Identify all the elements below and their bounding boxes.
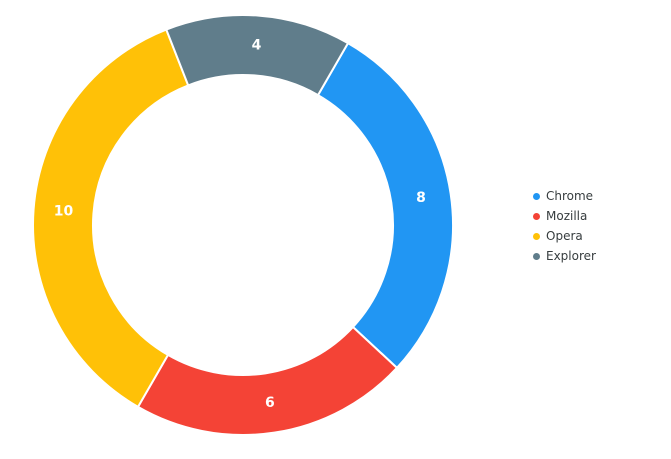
legend-item-chrome[interactable]: Chrome — [533, 186, 596, 206]
legend-label-mozilla: Mozilla — [546, 209, 588, 223]
data-label-chrome: 8 — [416, 190, 426, 206]
data-label-explorer: 4 — [252, 38, 262, 54]
legend-item-mozilla[interactable]: Mozilla — [533, 206, 596, 226]
donut-slice-mozilla[interactable] — [136, 325, 399, 436]
donut-slice-opera[interactable] — [32, 28, 190, 409]
donut-slice-chrome[interactable] — [316, 41, 454, 370]
donut-slice-explorer[interactable] — [164, 14, 350, 97]
legend-marker-mozilla — [533, 212, 540, 220]
legend-label-explorer: Explorer — [546, 249, 596, 263]
donut-chart: 8 6 10 4 — [32, 14, 454, 436]
legend-label-opera: Opera — [546, 229, 583, 243]
data-label-mozilla: 6 — [265, 395, 275, 411]
legend-marker-explorer — [533, 252, 540, 260]
legend-item-explorer[interactable]: Explorer — [533, 246, 596, 266]
legend-label-chrome: Chrome — [546, 189, 594, 203]
chart-legend: Chrome Mozilla Opera Explorer — [533, 186, 596, 266]
legend-item-opera[interactable]: Opera — [533, 226, 596, 246]
data-label-opera: 10 — [54, 204, 74, 220]
legend-marker-chrome — [533, 192, 540, 200]
legend-marker-opera — [533, 232, 540, 240]
